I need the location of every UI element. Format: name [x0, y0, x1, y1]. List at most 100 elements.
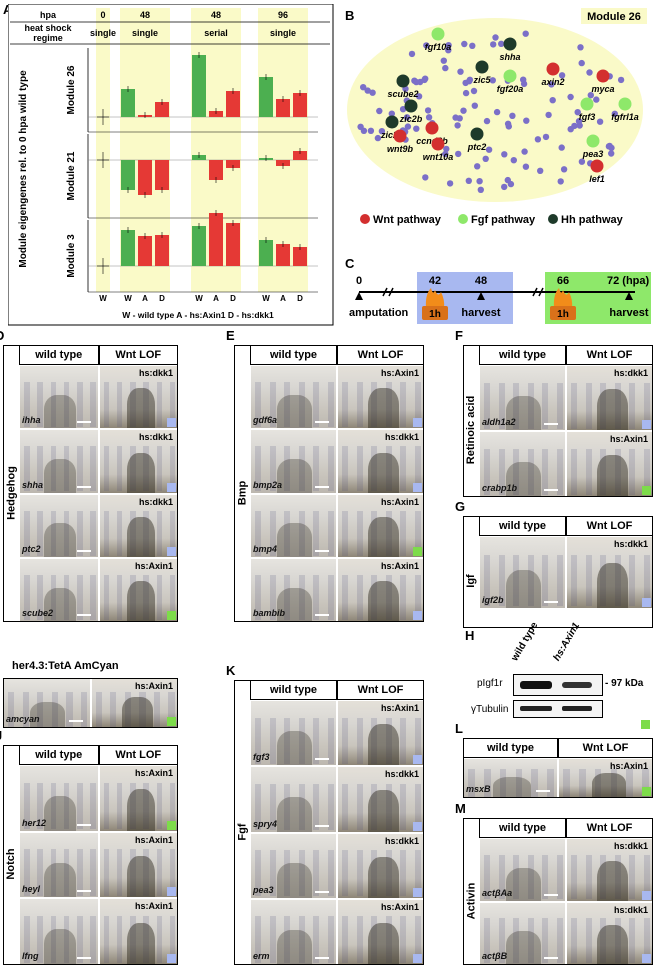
axis-break — [538, 287, 544, 297]
pigment-cells — [506, 867, 541, 901]
regime-value: single — [90, 28, 116, 38]
fin-ray — [531, 769, 539, 797]
pigment-cells — [127, 922, 156, 964]
fin-ray — [356, 916, 363, 963]
in-situ-image-wnt-lof — [338, 558, 423, 621]
in-situ-image-wnt-lof — [99, 430, 177, 493]
gene-node-lef1 — [590, 159, 604, 173]
fin-ray — [610, 769, 618, 797]
network-node — [440, 57, 447, 64]
pigment-cells — [127, 855, 156, 898]
marker-square-blue — [413, 887, 422, 897]
gene-node-fgf20a — [503, 69, 517, 83]
panel-i-title: her4.3:TetA AmCyan — [12, 660, 119, 672]
network-node — [466, 76, 474, 84]
pigment-cells — [597, 924, 628, 964]
scale-bar — [315, 421, 329, 424]
transgene-label: hs:dkk1 — [384, 769, 419, 780]
in-situ-image-wnt-lof — [338, 833, 423, 898]
flame-icon — [425, 288, 445, 308]
pigment-cells — [43, 394, 76, 429]
fin-ray — [484, 918, 491, 963]
fin-ray — [547, 769, 554, 797]
fin-ray — [499, 769, 507, 797]
hpa-value: 0 — [100, 10, 105, 20]
fin-ray — [571, 854, 578, 900]
pigment-cells — [368, 724, 399, 766]
fin-ray — [498, 854, 505, 900]
gene-label: wnt9b — [387, 144, 414, 154]
band-label-gamma-tubulin: γTubulin — [471, 704, 509, 715]
fin-ray — [614, 555, 621, 607]
marker-square-blue — [413, 611, 422, 620]
fin-ray — [77, 446, 83, 492]
pigment-cells — [597, 389, 628, 430]
fin-ray — [269, 783, 276, 831]
column-header-wnt-lof: Wnt LOF — [566, 516, 653, 536]
in-situ-image-wild-type — [251, 833, 336, 898]
network-node — [469, 42, 476, 49]
gene-label: igf2b — [482, 595, 504, 605]
marker-square-blue — [642, 598, 651, 607]
fin-ray — [385, 574, 392, 620]
fin-ray — [298, 783, 305, 831]
network-node — [474, 163, 481, 170]
fin-ray — [385, 916, 392, 963]
in-situ-image-wnt-lof — [338, 899, 423, 964]
fin-ray — [327, 510, 334, 556]
x-tick-label: D — [159, 294, 165, 303]
transgene-label: hs:Axin1 — [134, 834, 173, 845]
fin-ray — [255, 783, 262, 831]
fin-ray — [169, 849, 176, 896]
fin-ray — [156, 782, 163, 830]
pigment-cells — [368, 922, 399, 964]
pigment-cells — [368, 790, 399, 832]
network-node — [545, 111, 552, 119]
fin-ray — [50, 382, 57, 428]
gene-label: fgf3 — [579, 112, 596, 122]
fin-ray — [614, 918, 621, 963]
in-situ-image-wild-type — [20, 430, 98, 493]
blot-box-2 — [513, 700, 603, 718]
in-situ-image-wild-type — [480, 537, 565, 608]
marker-square-blue — [167, 954, 176, 963]
fin-ray — [585, 555, 592, 607]
network-node — [364, 87, 371, 94]
blot-band — [562, 706, 592, 711]
transgene-label: hs:Axin1 — [380, 560, 419, 571]
gene-label: zic5 — [472, 75, 491, 85]
pigment-cells — [368, 388, 399, 429]
fin-ray — [600, 854, 607, 900]
in-situ-image-wnt-lof — [567, 839, 652, 901]
time-label: 0 — [356, 275, 362, 287]
fin-ray — [556, 448, 563, 495]
network-node — [504, 120, 512, 128]
network-node — [369, 89, 376, 96]
fin-ray — [400, 850, 407, 897]
fin-ray — [169, 382, 176, 428]
fin-ray — [255, 446, 262, 492]
bar — [226, 91, 240, 117]
fin-ray — [578, 769, 586, 797]
fin-ray — [643, 854, 650, 900]
fin-ray — [77, 849, 83, 896]
fin-ray — [629, 382, 636, 429]
gene-label: myca — [591, 84, 614, 94]
fin-ray — [313, 717, 320, 764]
fin-ray — [484, 854, 491, 900]
fin-ray — [255, 850, 262, 897]
fin-ray — [143, 382, 149, 428]
column-header-wild-type: wild type — [19, 745, 99, 765]
marker-square-blue — [413, 418, 422, 428]
bar — [192, 55, 206, 117]
fin-ray — [298, 850, 305, 897]
fin-ray — [130, 446, 136, 492]
gene-label: scube2 — [387, 89, 418, 99]
scale-bar — [315, 758, 329, 761]
legend-dot — [360, 214, 370, 224]
fin-ray — [24, 915, 30, 963]
fin-ray — [342, 850, 349, 897]
fin-ray — [571, 382, 578, 429]
fin-ray — [563, 769, 570, 797]
fin-ray — [542, 382, 549, 429]
